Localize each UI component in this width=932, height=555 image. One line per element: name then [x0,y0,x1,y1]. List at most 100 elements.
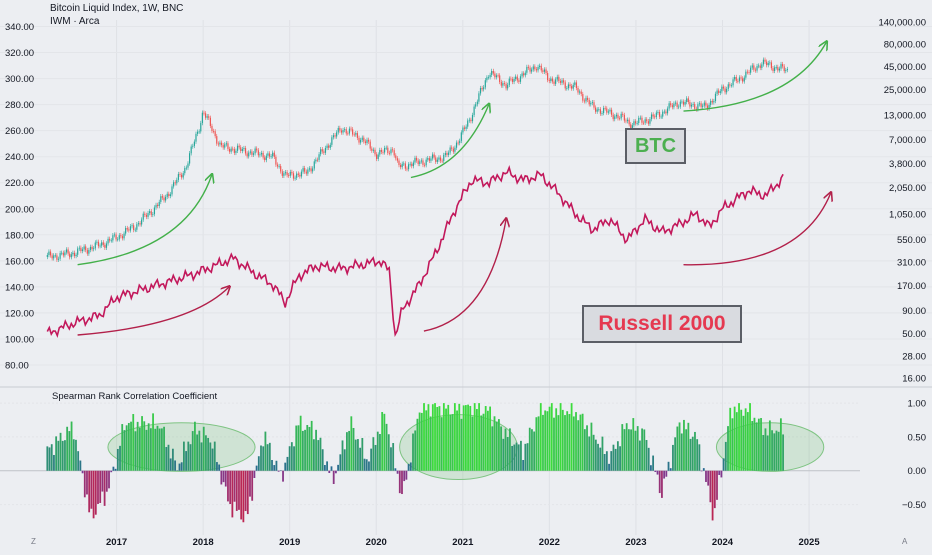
corr-bar [421,413,423,471]
corr-bar [326,461,328,470]
x-tick-label: 2017 [106,537,127,548]
btc-candle [184,168,185,173]
corr-bar [152,413,154,470]
corr-bar [608,464,610,471]
corr-bar [311,421,313,471]
corr-bar [196,434,198,470]
btc-candle [151,211,152,215]
btc-candle [341,131,342,133]
btc-candle [608,111,609,112]
btc-candle [536,69,537,70]
btc-candle [127,228,128,229]
btc-candle [293,173,294,178]
corr-tick-label: −0.50 [902,500,926,511]
btc-candle [611,110,612,115]
corr-bar [258,456,260,471]
btc-candle [622,114,623,115]
btc-candle [510,79,511,80]
btc-candle [318,154,319,160]
btc-candle [136,224,137,229]
btc-candle [186,168,187,169]
corr-bar [348,431,350,471]
btc-candle [157,205,158,206]
corr-bar [174,460,176,470]
corr-bar [674,437,676,470]
btc-candle [283,173,284,176]
corr-bar [256,466,258,471]
btc-candle [66,249,67,252]
right-tick-label: 80,000.00 [884,39,926,50]
btc-candle [659,112,660,117]
btc-candle [133,225,134,230]
btc-candle [271,156,272,157]
corr-bar [130,422,132,471]
corr-bar [652,456,654,471]
btc-candle [418,161,419,164]
btc-candle [130,226,131,230]
btc-candle [189,153,190,163]
btc-candle [167,194,168,197]
btc-candle [128,229,129,230]
btc-candle [216,136,217,143]
btc-candle [333,135,334,137]
btc-candle [483,87,484,89]
btc-candle [226,143,227,144]
corr-bar [313,439,315,470]
btc-candle [192,146,193,147]
btc-candle [569,84,570,86]
corr-bar [736,412,738,471]
corr-bar [494,416,496,470]
btc-candle [446,153,447,155]
btc-candle [482,88,483,89]
corr-tick-label: 0.00 [908,466,927,477]
corr-bar [544,410,546,470]
btc-candle [394,150,395,155]
btc-candle [680,102,681,107]
corr-bar [331,466,333,470]
corr-bar [350,416,352,470]
corr-bar [725,442,727,471]
btc-candle [475,104,476,106]
btc-candle [90,247,91,250]
corr-bar [571,403,573,471]
btc-candle [178,174,179,180]
right-tick-label: 140,000.00 [878,18,926,29]
corr-bar [168,445,170,471]
corr-bar [553,418,555,471]
corr-bar [582,414,584,471]
btc-candle [617,115,618,119]
corr-bar [75,440,77,471]
btc-candle [716,91,717,94]
btc-candle [638,118,639,123]
corr-bar [732,418,734,470]
btc-candle [350,129,351,130]
btc-candle [442,161,443,162]
btc-candle [576,82,577,88]
corr-bar [743,416,745,471]
btc-candle [748,72,749,73]
btc-candle [561,80,562,83]
btc-candle [662,112,663,117]
corr-bar [335,471,337,474]
btc-candle [568,84,569,88]
corr-bar [128,423,130,471]
btc-candle [450,147,451,152]
btc-candle [438,157,439,159]
corr-bar [621,424,623,471]
btc-candle [702,106,703,107]
corr-bar [322,449,324,471]
btc-candle [85,246,86,250]
btc-candle [354,134,355,135]
btc-candle [496,75,497,77]
corr-bar [502,439,504,471]
corr-bar [53,455,55,471]
btc-candle [242,149,243,151]
corr-bar [49,447,51,470]
btc-candle [689,102,690,106]
corr-bar [606,451,608,471]
btc-candle [131,225,132,226]
right-tick-label: 90.00 [902,306,926,317]
btc-candle [595,108,596,112]
btc-candle [609,110,610,112]
btc-candle [253,153,254,155]
